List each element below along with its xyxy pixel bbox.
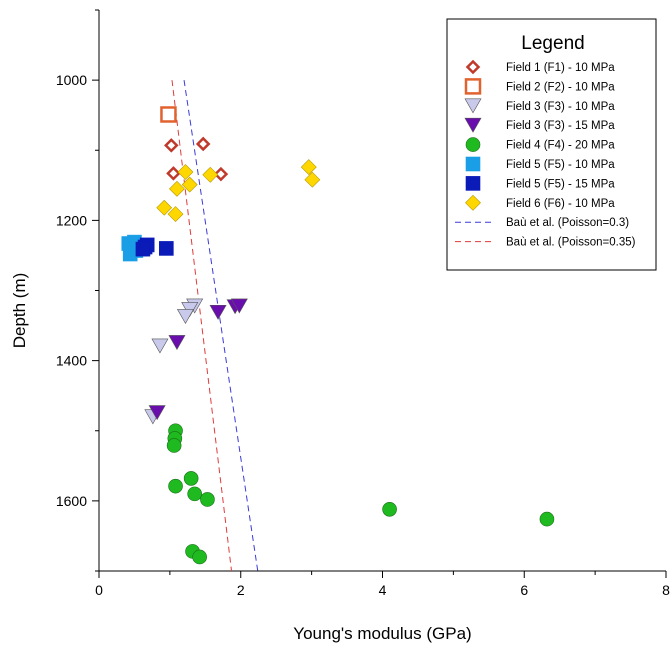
y-tick-label: 1200 [56,212,87,228]
fit-line [171,80,233,572]
legend-label: Baù et al. (Poisson=0.3) [506,217,629,229]
data-point [164,138,179,153]
legend-symbol [465,59,481,75]
data-point [192,549,207,565]
legend-item: Field 3 (F3) - 15 MPa [464,117,615,133]
legend-symbol [465,194,481,211]
legend-item: Field 5 (F5) - 15 MPa [465,176,615,191]
data-point [156,199,173,216]
legend-label: Field 5 (F5) - 15 MPa [506,178,615,190]
legend-symbol [464,98,482,114]
legend-label: Field 6 (F6) - 10 MPa [506,198,615,210]
y-tick-label: 1600 [56,493,87,509]
y-axis-title: Depth (m) [10,273,29,349]
legend-label: Field 3 (F3) - 15 MPa [506,120,615,132]
x-tick-label: 4 [379,582,387,598]
data-point [202,166,219,183]
axes: 0 2 4 6 8 1000 1200 1400 1600 [56,9,670,598]
data-point [382,501,397,517]
data-point [160,106,177,123]
data-point [230,298,248,314]
data-point [213,166,229,182]
data-point [200,492,215,507]
legend-item: Field 5 (F5) - 10 MPa [465,156,615,172]
data-point [187,486,202,502]
legend-symbol [464,78,482,95]
data-point [183,471,199,486]
data-point [148,405,166,421]
data-point [209,304,227,320]
fit-lines [171,80,259,572]
legend-items: Field 1 (F1) - 10 MPa Field 2 (F2) - 10 M… [455,59,636,249]
x-axis-title: Young's modulus (GPa) [293,624,471,643]
legend-label: Field 4 (F4) - 20 MPa [506,140,615,152]
data-point [176,309,194,325]
data-point [195,136,211,152]
legend-title: Legend [521,33,584,54]
legend-item: Field 6 (F6) - 10 MPa [465,194,615,211]
legend-label: Field 1 (F1) - 10 MPa [506,62,615,74]
legend: Legend Field 1 (F1) - 10 MPa Field 2 (F2)… [446,18,657,271]
y-tick-label: 1400 [56,353,87,369]
legend-item: Field 3 (F3) - 10 MPa [464,98,615,114]
data-point [539,511,555,527]
x-tick-label: 2 [237,582,245,598]
data-point [151,338,169,354]
legend-label: Field 3 (F3) - 10 MPa [506,101,615,113]
data-point [169,180,185,197]
data-point [159,241,174,256]
data-point [167,206,184,222]
data-point [300,159,317,176]
x-tick-label: 6 [520,582,528,598]
legend-label: Field 5 (F5) - 10 MPa [506,159,615,171]
data-point [166,438,182,453]
legend-label: Baù et al. (Poisson=0.35) [506,237,636,249]
fit-line [183,80,259,572]
x-tick-label: 0 [95,582,103,598]
data-point [168,478,183,494]
data-point [168,335,186,350]
legend-item: Baù et al. (Poisson=0.35) [455,237,636,249]
legend-label: Field 2 (F2) - 10 MPa [506,81,615,93]
y-tick-label: 1000 [56,72,87,88]
data-point [304,171,321,188]
legend-symbol [465,137,481,152]
legend-symbol [465,176,481,191]
data-point [135,241,151,257]
x-tick-label: 8 [662,582,670,598]
data-points [121,106,555,565]
legend-symbol [464,117,482,133]
legend-item: Field 4 (F4) - 20 MPa [465,137,615,152]
data-point [177,164,194,180]
legend-item: Baù et al. (Poisson=0.3) [455,217,629,229]
data-point [166,166,181,181]
legend-item: Field 1 (F1) - 10 MPa [465,59,615,75]
data-point [181,176,198,193]
legend-item: Field 2 (F2) - 10 MPa [464,78,615,95]
legend-symbol [465,156,481,172]
legend-box [446,18,657,271]
